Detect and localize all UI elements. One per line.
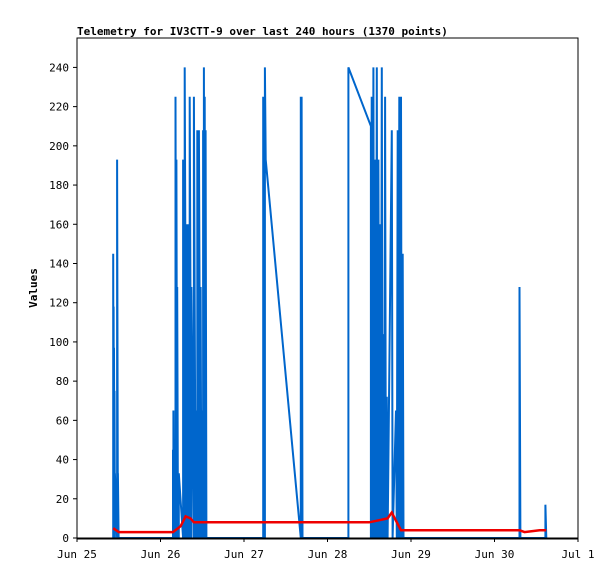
y-tick-label: 240 [49, 61, 69, 74]
y-tick-label: 220 [49, 101, 69, 114]
y-ticks: 0 20 40 60 80 100 120 140 160 180 200 220 240 [49, 61, 77, 545]
x-ticks: Jun 25 Jun 26 Jun 27 Jun 28 Jun 29 Jun 30 Jul … [57, 538, 595, 561]
x-tick-label: Jun 25 [57, 548, 97, 561]
chart-title: Telemetry for IV3CTT-9 over last 240 hou… [77, 25, 448, 38]
series-line-1 [112, 67, 548, 539]
x-tick-label: Jun 29 [391, 548, 431, 561]
y-tick-label: 140 [49, 257, 69, 270]
x-tick-label: Jun 28 [308, 548, 348, 561]
x-tick-label: Jul 1 [561, 548, 594, 561]
y-tick-label: 200 [49, 140, 69, 153]
y-tick-label: 0 [62, 532, 69, 545]
y-tick-label: 20 [56, 493, 69, 506]
x-tick-label: Jun 27 [224, 548, 264, 561]
series-group [112, 67, 548, 539]
x-tick-label: Jun 30 [475, 548, 515, 561]
y-tick-label: 100 [49, 336, 69, 349]
plot-frame [76, 37, 579, 540]
y-tick-label: 60 [56, 414, 69, 427]
y-tick-label: 180 [49, 179, 69, 192]
y-tick-label: 40 [56, 454, 69, 467]
y-tick-label: 160 [49, 218, 69, 231]
y-tick-label: 80 [56, 375, 69, 388]
y-axis-label: Values [27, 268, 40, 308]
y-tick-label: 120 [49, 297, 69, 310]
series-line-2 [112, 510, 547, 534]
x-tick-label: Jun 26 [141, 548, 181, 561]
